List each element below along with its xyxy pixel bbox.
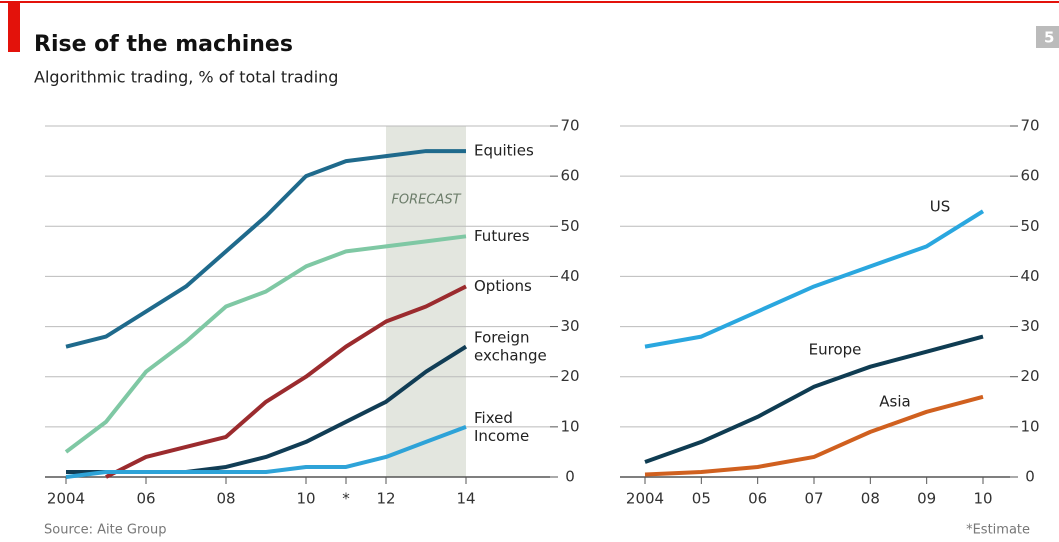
- series-line: [644, 209, 985, 349]
- y-tick-label: 10: [1020, 417, 1039, 435]
- note: *Estimate: [966, 523, 1030, 538]
- source: Source: Aite Group: [44, 523, 166, 538]
- label-line: Foreign: [474, 328, 530, 346]
- x-tick-label: 06: [748, 490, 767, 508]
- y-tick-label: 30: [560, 317, 579, 335]
- x-tick-label: 08: [861, 490, 880, 508]
- series-label: US: [930, 198, 951, 216]
- annotation: FORECAST: [391, 193, 461, 208]
- series-line: [65, 149, 466, 349]
- y-tick-label: 60: [560, 167, 579, 185]
- y-tick-label: 20: [560, 367, 579, 385]
- page-number: 5: [1044, 29, 1054, 47]
- x-tick-label: 07: [804, 490, 823, 508]
- x-tick-label: 12: [376, 490, 395, 508]
- page-box: [1036, 26, 1059, 48]
- title: Rise of the machines: [34, 32, 293, 57]
- y-tick-label: 40: [1020, 267, 1039, 285]
- x-tick-label: *: [342, 490, 350, 508]
- series-line: [105, 284, 467, 479]
- series-line: [64, 234, 467, 454]
- x-tick-label: 08: [216, 490, 235, 508]
- x-tick-label: 2004: [626, 490, 664, 508]
- series-label: Futures: [474, 227, 530, 245]
- y-tick-label: 50: [1020, 217, 1039, 235]
- y-tick-label: 0: [565, 468, 575, 486]
- y-tick-label: 70: [1020, 117, 1039, 135]
- series-label: Asia: [879, 393, 910, 411]
- y-tick-label: 20: [1020, 367, 1039, 385]
- y-tick-label: 30: [1020, 317, 1039, 335]
- series-line: [644, 334, 984, 464]
- y-tick-label: 60: [1020, 167, 1039, 185]
- y-tick-label: 50: [560, 217, 579, 235]
- x-tick-label: 14: [456, 490, 475, 508]
- series-label: Options: [474, 277, 532, 295]
- series-label: Fixed Income: [474, 408, 529, 444]
- label-line: exchange: [474, 346, 547, 364]
- series-line: [644, 394, 984, 477]
- x-tick-label: 10: [296, 490, 315, 508]
- x-tick-label: 05: [692, 490, 711, 508]
- forecast-band: [386, 126, 466, 477]
- y-tick-label: 0: [1025, 468, 1035, 486]
- x-tick-label: 09: [917, 490, 936, 508]
- x-tick-label: 06: [136, 490, 155, 508]
- series-label: Europe: [809, 341, 862, 359]
- series-label: Equities: [474, 142, 534, 160]
- label-line: Fixed: [474, 408, 513, 426]
- y-tick-label: 10: [560, 417, 579, 435]
- series-line: [65, 424, 467, 479]
- y-tick-label: 70: [560, 117, 579, 135]
- x-tick-label: 10: [973, 490, 992, 508]
- red-tab: [8, 2, 20, 52]
- subtitle: Algorithmic trading, % of total trading: [34, 68, 338, 87]
- x-tick-label: 2004: [47, 490, 85, 508]
- series-label: Foreign exchange: [474, 328, 547, 364]
- y-tick-label: 40: [560, 267, 579, 285]
- label-line: Income: [474, 426, 529, 444]
